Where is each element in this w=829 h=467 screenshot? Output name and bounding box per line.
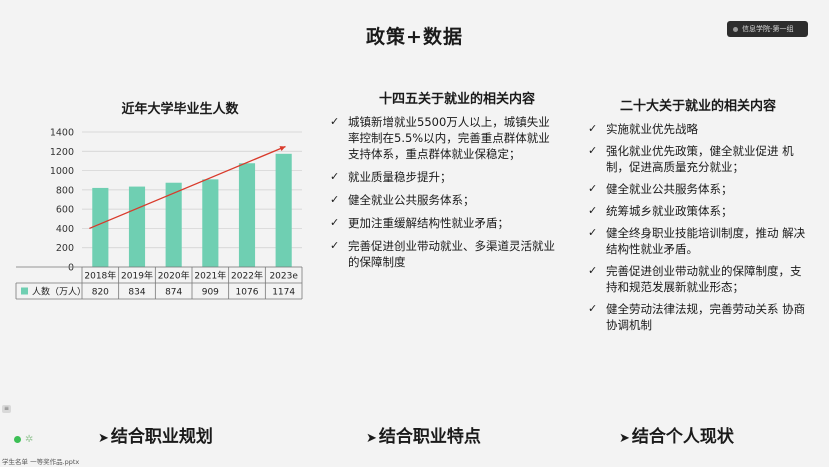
twentieth-congress-item: ✓ 健全就业公共服务体系； <box>588 181 808 197</box>
fourteenth-plan-item-text: 更加注重缓解结构性就业矛盾； <box>348 216 509 230</box>
twentieth-congress-heading: 二十大关于就业的相关内容 <box>619 99 776 114</box>
arrow-right-icon: ➤ <box>619 431 630 446</box>
career-planning-label: ➤ 结合职业规划 <box>98 422 213 447</box>
fourteenth-plan-item: ✓ 就业质量稳步提升； <box>330 169 558 185</box>
video-participant-badge[interactable]: 信息学院-第一组 <box>727 21 808 37</box>
checkmark-icon: ✓ <box>330 193 340 206</box>
y-tick-label: 200 <box>56 243 74 254</box>
slide-title: 政策+数据 <box>366 26 463 48</box>
presentation-file-name: 学生名单 一等奖作品.pptx <box>2 458 80 466</box>
bar <box>238 163 256 267</box>
fourteenth-plan-heading: 十四五关于就业的相关内容 <box>378 92 535 107</box>
bar <box>165 182 182 267</box>
twentieth-congress-item: ✓ 实施就业优先战略 <box>588 121 808 137</box>
y-tick-label: 0 <box>68 263 74 274</box>
x-category-label: 2023e <box>269 272 298 282</box>
twentieth-congress-item-text: 健全劳动法律法规，完善劳动关系 协商协调机制 <box>606 302 806 332</box>
fourteenth-plan-item: ✓ 更加注重缓解结构性就业矛盾； <box>330 215 558 231</box>
twentieth-congress-item-text: 完善促进创业带动就业的保障制度，支持和规范发展新就业形态； <box>606 264 802 294</box>
x-category-label: 2019年 <box>121 270 153 282</box>
checkmark-icon: ✓ <box>330 170 340 183</box>
checkmark-icon: ✓ <box>588 144 598 157</box>
bar <box>275 153 292 267</box>
fourteenth-plan-item-text: 完善促进创业带动就业、多渠道灵活就业的保障制度 <box>348 239 555 269</box>
y-tick-label: 400 <box>56 224 74 235</box>
checkmark-icon: ✓ <box>588 264 598 277</box>
fourteenth-plan-item: ✓ 健全就业公共服务体系； <box>330 192 558 208</box>
fourteenth-plan-item: ✓ 城镇新增就业5500万人以上，城镇失业率控制在5.5%以内，完善重点群体就业支… <box>330 114 558 162</box>
y-tick-label: 1000 <box>50 166 74 177</box>
data-value-label: 1174 <box>272 288 295 298</box>
status-indicator-icon <box>14 436 21 443</box>
arrow-right-icon: ➤ <box>98 431 109 446</box>
twentieth-congress-item-text: 统筹城乡就业政策体系； <box>606 204 733 218</box>
twentieth-congress-item: ✓ 强化就业优先政策，健全就业促进 机制，促进高质量充分就业； <box>588 143 808 175</box>
career-planning-text: 结合职业规划 <box>110 427 213 447</box>
checkmark-icon: ✓ <box>588 204 598 217</box>
x-category-label: 2020年 <box>158 270 190 282</box>
data-value-label: 1076 <box>236 288 259 298</box>
x-category-label: 2021年 <box>194 270 226 282</box>
participant-name: 信息学院-第一组 <box>742 25 794 33</box>
bar <box>128 186 146 267</box>
legend-label: 人数（万人） <box>32 286 86 298</box>
twentieth-congress-item: ✓ 统筹城乡就业政策体系； <box>588 203 808 219</box>
bar <box>92 187 109 267</box>
trend-arrow-head <box>279 146 286 151</box>
y-tick-label: 600 <box>56 205 74 216</box>
checkmark-icon: ✓ <box>330 115 340 128</box>
twentieth-congress-item: ✓ 健全终身职业技能培训制度，推动 解决结构性就业矛盾。 <box>588 225 808 257</box>
data-value-label: 874 <box>165 288 182 298</box>
checkmark-icon: ✓ <box>588 182 598 195</box>
career-traits-label: ➤ 结合职业特点 <box>366 422 481 447</box>
checkmark-icon: ✓ <box>330 239 340 252</box>
data-value-label: 834 <box>128 288 145 298</box>
fourteenth-plan-item-text: 健全就业公共服务体系； <box>348 193 475 207</box>
x-category-label: 2022年 <box>231 270 263 282</box>
twentieth-congress-item: ✓ 健全劳动法律法规，完善劳动关系 协商协调机制 <box>588 301 808 333</box>
chart-title: 近年大学毕业生人数 <box>121 102 239 117</box>
camera-icon <box>733 26 738 32</box>
graduates-bar-chart: 0 200 400 600 800 1000 1200 1400 2018年 2019年 2020年… <box>15 128 303 300</box>
checkmark-icon: ✓ <box>330 216 340 229</box>
twentieth-congress-item-text: 健全就业公共服务体系； <box>606 182 733 196</box>
twentieth-congress-item-text: 健全终身职业技能培训制度，推动 解决结构性就业矛盾。 <box>606 226 806 256</box>
side-panel-toggle[interactable]: ≡ <box>2 405 11 413</box>
checkmark-icon: ✓ <box>588 302 598 315</box>
twentieth-congress-item: ✓ 完善促进创业带动就业的保障制度，支持和规范发展新就业形态； <box>588 263 808 295</box>
twentieth-congress-item-text: 强化就业优先政策，健全就业促进 机制，促进高质量充分就业； <box>606 144 794 174</box>
twentieth-congress-list: ✓ 实施就业优先战略 ✓ 强化就业优先政策，健全就业促进 机制，促进高质量充分就业； ✓… <box>588 121 808 333</box>
data-value-label: 909 <box>202 288 219 298</box>
y-tick-label: 1400 <box>50 128 74 139</box>
loading-spinner-icon: ✲ <box>25 434 34 445</box>
checkmark-icon: ✓ <box>588 226 598 239</box>
bar <box>202 179 219 267</box>
personal-status-label: ➤ 结合个人现状 <box>619 422 734 447</box>
fourteenth-plan-item-text: 就业质量稳步提升； <box>348 170 452 184</box>
x-category-label: 2018年 <box>84 270 116 282</box>
y-tick-label: 1200 <box>50 147 74 158</box>
data-value-label: 820 <box>92 288 109 298</box>
twentieth-congress-panel: 二十大关于就业的相关内容 ✓ 实施就业优先战略 ✓ 强化就业优先政策，健全就业促进 机… <box>588 95 808 339</box>
fourteenth-plan-item: ✓ 完善促进创业带动就业、多渠道灵活就业的保障制度 <box>330 238 558 270</box>
career-traits-text: 结合职业特点 <box>378 427 481 447</box>
legend-swatch <box>21 287 28 295</box>
fourteenth-plan-list: ✓ 城镇新增就业5500万人以上，城镇失业率控制在5.5%以内，完善重点群体就业支… <box>330 114 558 270</box>
fourteenth-plan-panel: 十四五关于就业的相关内容 ✓ 城镇新增就业5500万人以上，城镇失业率控制在5.5… <box>330 88 558 277</box>
personal-status-text: 结合个人现状 <box>631 427 734 447</box>
arrow-right-icon: ➤ <box>366 431 377 446</box>
twentieth-congress-item-text: 实施就业优先战略 <box>606 122 698 136</box>
trend-arrow <box>89 145 286 230</box>
fourteenth-plan-item-text: 城镇新增就业5500万人以上，城镇失业率控制在5.5%以内，完善重点群体就业支持… <box>348 115 550 161</box>
checkmark-icon: ✓ <box>588 122 598 135</box>
y-tick-label: 800 <box>56 185 74 196</box>
